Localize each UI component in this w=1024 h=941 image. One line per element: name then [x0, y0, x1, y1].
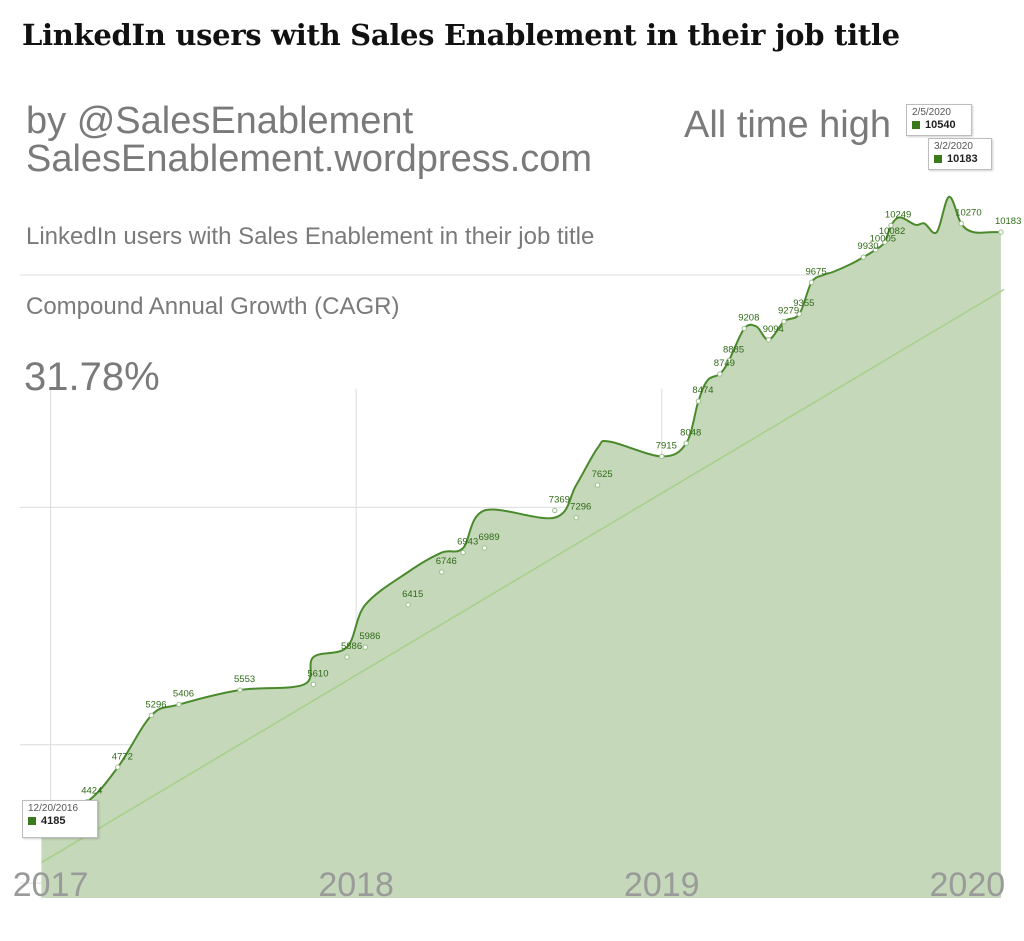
data-label: 10082 [879, 226, 905, 237]
series-line [40, 195, 1001, 827]
data-point [726, 357, 732, 364]
data-label: 8749 [714, 358, 735, 369]
data-point [741, 325, 747, 332]
data-point [796, 311, 802, 317]
data-label: 7369 [549, 494, 570, 505]
data-point [717, 371, 723, 377]
data-label: 6943 [457, 537, 478, 548]
data-label: 10270 [955, 208, 981, 219]
tooltip-start: 12/20/2016 4185 [22, 800, 98, 838]
data-label: 5406 [173, 689, 194, 700]
x-tick-label: 2019 [624, 866, 700, 904]
data-point [958, 220, 964, 227]
data-point [872, 247, 879, 253]
data-point [659, 453, 665, 460]
x-tick-label: 2018 [318, 866, 394, 904]
data-point [808, 279, 815, 286]
tooltip-high: 2/5/2020 10540 [906, 104, 972, 136]
point-labels: 4185442447725296540655535610588659866415… [35, 208, 1021, 821]
data-label: 6746 [436, 556, 457, 567]
data-point [998, 229, 1004, 235]
series-swatch [28, 817, 36, 825]
cagr-label: Compound Annual Growth (CAGR) [26, 293, 400, 320]
data-label: 7915 [656, 440, 677, 451]
data-label: 7296 [570, 502, 591, 513]
data-point [888, 222, 894, 229]
data-point [573, 514, 579, 521]
data-label: 4424 [81, 786, 102, 797]
data-point [439, 569, 445, 575]
data-label: 10183 [995, 216, 1021, 227]
data-point [481, 545, 488, 551]
tooltip-date: 2/5/2020 [912, 107, 951, 118]
data-label: 8048 [680, 427, 701, 438]
data-label: 5986 [359, 631, 380, 642]
tooltip-value: 10183 [947, 153, 978, 165]
series-swatch [912, 121, 920, 129]
tooltip-date: 3/2/2020 [934, 141, 973, 152]
data-label: 9208 [738, 313, 759, 324]
byline: by @SalesEnablement [26, 100, 414, 142]
trend-line [41, 288, 1005, 864]
data-points [38, 220, 1004, 829]
data-point [310, 681, 317, 688]
series-area [41, 196, 1001, 898]
data-label: 9355 [793, 298, 814, 309]
chart-subtitle: LinkedIn users with Sales Enablement in … [26, 223, 595, 250]
data-label: 6415 [402, 589, 423, 600]
data-label: 7625 [592, 469, 613, 480]
data-point [594, 482, 601, 488]
tooltip-date: 12/20/2016 [28, 803, 79, 814]
data-point [781, 318, 787, 325]
tooltip-value: 10540 [925, 119, 956, 131]
page-title: LinkedIn users with Sales Enablement in … [22, 18, 900, 52]
data-point [405, 602, 411, 608]
data-label: 5886 [341, 641, 362, 652]
x-tick-label: 2020 [930, 866, 1006, 904]
data-point [148, 712, 155, 719]
data-point [237, 687, 243, 693]
tooltip-last: 3/2/2020 10183 [928, 138, 992, 170]
data-label: 9094 [763, 324, 784, 335]
data-label: 5553 [234, 674, 255, 685]
data-label: 8474 [692, 385, 713, 396]
site-url: SalesEnablement.wordpress.com [26, 138, 593, 180]
x-tick-label: 2017 [13, 866, 89, 904]
data-point [765, 337, 772, 343]
data-label: 10249 [885, 210, 911, 221]
data-point [882, 239, 888, 245]
data-label: 6989 [478, 532, 499, 543]
data-label: 5296 [145, 699, 166, 710]
x-axis-ticks: 2017 2018 2019 2020 [13, 866, 1005, 904]
data-point [552, 507, 558, 514]
data-label: 5610 [307, 668, 328, 679]
data-point [362, 644, 369, 650]
data-point [344, 654, 350, 660]
data-label: 8885 [723, 345, 744, 356]
data-label: 10005 [870, 234, 896, 245]
cagr-value: 31.78% [24, 355, 160, 399]
data-label: 4772 [112, 751, 133, 762]
data-point [176, 701, 182, 708]
data-label: 9279 [778, 306, 799, 317]
data-point [695, 398, 702, 404]
data-point [115, 764, 121, 770]
series-swatch [934, 155, 942, 163]
data-point [460, 549, 466, 556]
data-label: 9675 [805, 266, 826, 277]
tooltip-value: 4185 [41, 815, 66, 827]
all-time-high-label: All time high [684, 104, 891, 146]
data-label: 9930 [857, 241, 878, 252]
data-point [683, 440, 689, 446]
data-point [860, 254, 867, 260]
